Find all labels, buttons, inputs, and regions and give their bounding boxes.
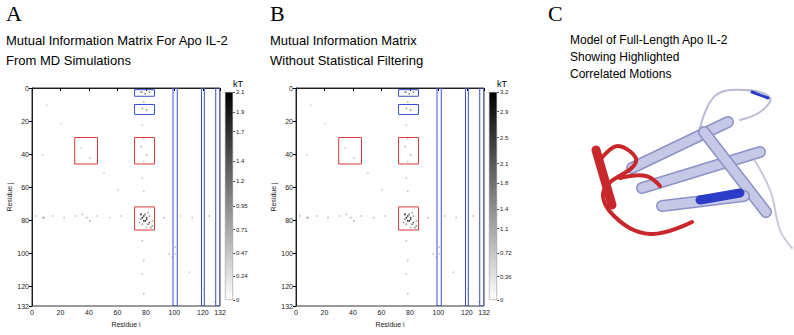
svg-text:kT: kT: [497, 79, 508, 89]
svg-text:120: 120: [281, 283, 293, 290]
svg-text:40: 40: [349, 309, 357, 316]
svg-text:3.2: 3.2: [500, 89, 509, 95]
svg-text:40: 40: [21, 151, 29, 158]
svg-text:0: 0: [30, 309, 34, 316]
svg-text:100: 100: [433, 309, 445, 316]
svg-text:2.5: 2.5: [500, 135, 509, 141]
svg-text:20: 20: [21, 118, 29, 125]
svg-text:C: C: [548, 1, 563, 26]
svg-text:Residue j: Residue j: [270, 182, 278, 212]
svg-text:Residue i: Residue i: [375, 321, 405, 328]
svg-text:1.2: 1.2: [236, 178, 245, 184]
svg-text:132: 132: [281, 303, 293, 310]
svg-text:2.9: 2.9: [500, 109, 509, 115]
svg-text:120: 120: [17, 283, 29, 290]
svg-text:60: 60: [285, 184, 293, 191]
svg-text:1.8: 1.8: [500, 180, 509, 186]
svg-text:B: B: [270, 1, 285, 26]
svg-text:100: 100: [169, 309, 181, 316]
svg-text:Residue j: Residue j: [6, 182, 14, 212]
svg-text:0: 0: [289, 85, 293, 92]
svg-text:0: 0: [500, 297, 504, 303]
svg-text:Mutual Information Matrix For: Mutual Information Matrix For Apo IL-2: [6, 33, 228, 48]
svg-text:Without Statistical Filtering: Without Statistical Filtering: [270, 53, 423, 68]
svg-text:2.1: 2.1: [500, 161, 509, 167]
svg-text:132: 132: [214, 309, 226, 316]
svg-text:40: 40: [85, 309, 93, 316]
svg-text:132: 132: [478, 309, 490, 316]
svg-text:0.24: 0.24: [236, 273, 248, 279]
svg-text:1.7: 1.7: [236, 129, 245, 135]
svg-text:120: 120: [461, 309, 473, 316]
svg-text:60: 60: [114, 309, 122, 316]
svg-text:60: 60: [21, 184, 29, 191]
svg-text:132: 132: [17, 303, 29, 310]
svg-text:100: 100: [17, 250, 29, 257]
svg-text:0.36: 0.36: [500, 274, 512, 280]
svg-text:0.71: 0.71: [236, 227, 248, 233]
svg-text:Model of Full-Length Apo IL-2: Model of Full-Length Apo IL-2: [570, 33, 728, 47]
svg-text:0: 0: [236, 297, 240, 303]
svg-text:20: 20: [57, 309, 65, 316]
svg-text:Mutual Information Matrix: Mutual Information Matrix: [270, 33, 417, 48]
svg-text:1.4: 1.4: [236, 158, 245, 164]
svg-text:100: 100: [281, 250, 293, 257]
svg-text:1.9: 1.9: [236, 109, 245, 115]
svg-text:Residue i: Residue i: [111, 321, 141, 328]
svg-text:80: 80: [142, 309, 150, 316]
svg-text:2.1: 2.1: [236, 89, 245, 95]
svg-text:80: 80: [285, 217, 293, 224]
svg-text:40: 40: [285, 151, 293, 158]
svg-text:0.95: 0.95: [236, 203, 248, 209]
svg-text:Correlated Motions: Correlated Motions: [570, 67, 671, 81]
svg-text:A: A: [6, 1, 22, 26]
svg-text:120: 120: [197, 309, 209, 316]
svg-text:0: 0: [294, 309, 298, 316]
svg-text:From MD Simulations: From MD Simulations: [6, 53, 131, 68]
svg-text:20: 20: [321, 309, 329, 316]
svg-text:60: 60: [378, 309, 386, 316]
svg-text:Showing Highlighted: Showing Highlighted: [570, 50, 679, 64]
svg-text:1.4: 1.4: [500, 206, 509, 212]
svg-text:80: 80: [21, 217, 29, 224]
svg-text:80: 80: [406, 309, 414, 316]
svg-text:1.1: 1.1: [500, 226, 509, 232]
svg-text:0.47: 0.47: [236, 250, 248, 256]
svg-text:0: 0: [25, 85, 29, 92]
svg-text:20: 20: [285, 118, 293, 125]
svg-text:kT: kT: [233, 79, 244, 89]
svg-text:0.72: 0.72: [500, 250, 512, 256]
